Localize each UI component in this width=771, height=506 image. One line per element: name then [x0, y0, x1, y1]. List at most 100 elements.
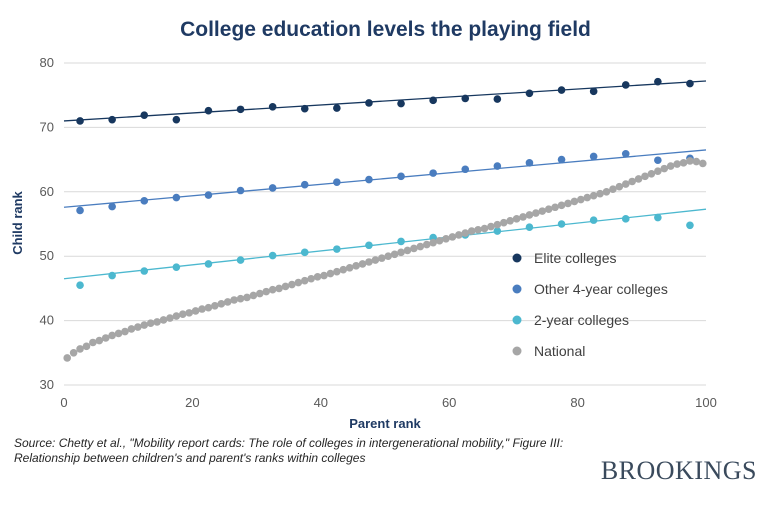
x-axis-ticks: 0 20 40 60 80 100 [60, 395, 716, 410]
point-series-3 [641, 172, 649, 181]
legend-marker [512, 346, 522, 356]
legend-marker [512, 315, 522, 325]
point-series-3 [294, 278, 303, 287]
point-series-1 [236, 186, 245, 195]
data-points [63, 77, 707, 362]
point-series-0 [76, 117, 84, 125]
x-tick-label: 0 [60, 395, 67, 410]
point-series-2 [493, 227, 502, 235]
point-series-3 [243, 293, 251, 302]
point-series-3 [89, 338, 97, 347]
trend-line-1 [63, 149, 707, 208]
point-series-2 [365, 241, 373, 250]
point-series-3 [377, 254, 386, 262]
point-series-3 [352, 262, 360, 270]
point-series-3 [666, 162, 675, 170]
point-series-3 [95, 336, 104, 345]
point-series-1 [654, 156, 662, 165]
point-series-3 [493, 220, 502, 229]
legend-marker [512, 253, 522, 263]
point-series-3 [198, 305, 206, 313]
legend: Elite colleges Other 4-year colleges 2-yea… [512, 250, 668, 359]
x-tick-label: 40 [314, 395, 328, 410]
point-series-3 [281, 282, 290, 291]
point-series-3 [403, 246, 412, 255]
legend-label: Elite colleges [534, 250, 617, 266]
point-series-3 [204, 303, 213, 312]
point-series-0 [429, 96, 437, 105]
point-series-3 [544, 205, 553, 213]
point-series-1 [268, 184, 277, 192]
point-series-0 [268, 102, 277, 111]
point-series-3 [660, 164, 669, 173]
point-series-3 [313, 273, 322, 281]
point-series-3 [288, 280, 296, 289]
gridlines [64, 62, 706, 386]
point-series-3 [63, 354, 72, 362]
y-tick-label: 30 [40, 377, 54, 392]
point-series-3 [178, 310, 187, 318]
point-series-1 [557, 155, 566, 164]
point-series-3 [506, 216, 514, 225]
point-series-3 [153, 318, 161, 326]
point-series-3 [686, 157, 694, 165]
point-series-1 [397, 172, 405, 181]
point-series-3 [114, 329, 123, 338]
point-series-2 [589, 216, 598, 224]
point-series-3 [557, 201, 566, 210]
point-series-3 [679, 159, 688, 167]
point-series-2 [397, 237, 405, 246]
point-series-3 [371, 256, 380, 264]
point-series-3 [146, 319, 155, 327]
point-series-2 [686, 221, 694, 230]
y-tick-label: 80 [40, 55, 54, 70]
point-series-3 [461, 229, 470, 237]
x-tick-label: 60 [442, 395, 456, 410]
x-axis-label: Parent rank [349, 416, 421, 431]
point-series-1 [333, 178, 341, 186]
x-tick-label: 100 [695, 395, 717, 410]
trend-line-0 [63, 80, 707, 122]
point-series-3 [455, 231, 463, 239]
trend-lines [63, 80, 707, 280]
point-series-2 [268, 251, 277, 260]
point-series-3 [596, 189, 604, 198]
point-series-2 [525, 223, 534, 232]
point-series-2 [76, 281, 84, 289]
point-series-3 [512, 215, 521, 223]
scatter-chart: 0 20 40 60 80 100 30 40 50 60 70 80 Parent rank Ch… [10, 55, 717, 431]
point-series-3 [577, 195, 585, 204]
chart-title: College education levels the playing fie… [180, 18, 591, 41]
point-series-3 [609, 185, 617, 194]
point-series-3 [448, 233, 457, 241]
point-series-3 [121, 327, 129, 336]
point-series-0 [204, 106, 213, 115]
point-series-3 [589, 191, 598, 200]
point-series-1 [365, 175, 373, 184]
point-series-3 [480, 224, 489, 233]
y-tick-label: 50 [40, 248, 54, 263]
point-series-2 [172, 263, 181, 271]
point-series-2 [236, 256, 245, 264]
point-series-0 [621, 81, 630, 89]
point-series-3 [532, 209, 540, 217]
point-series-1 [76, 206, 84, 215]
y-tick-label: 60 [40, 184, 54, 199]
legend-label: National [534, 343, 585, 359]
point-series-3 [262, 287, 271, 296]
point-series-3 [615, 182, 624, 191]
point-series-3 [166, 314, 174, 322]
point-series-2 [204, 260, 213, 268]
point-series-2 [300, 248, 309, 257]
point-series-3 [525, 211, 534, 219]
point-series-3 [191, 307, 200, 315]
legend-marker [512, 284, 522, 294]
point-series-1 [429, 169, 437, 177]
point-series-0 [397, 99, 405, 108]
point-series-0 [589, 87, 598, 96]
point-series-3 [442, 235, 450, 243]
point-series-3 [673, 160, 681, 168]
point-series-3 [474, 225, 482, 234]
point-series-3 [570, 197, 579, 206]
point-series-1 [589, 152, 598, 161]
